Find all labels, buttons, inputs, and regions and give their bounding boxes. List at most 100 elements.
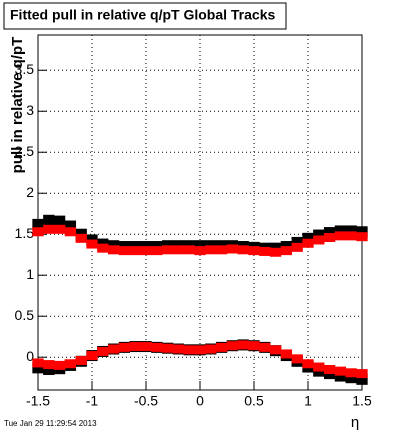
data-point xyxy=(334,231,347,241)
data-point xyxy=(334,366,347,376)
data-point xyxy=(356,373,368,385)
x-tick-label: 0 xyxy=(196,393,204,409)
data-point xyxy=(64,227,77,237)
data-point xyxy=(205,245,217,255)
y-tick-label: 1.5 xyxy=(15,225,35,241)
y-tick-label: 2 xyxy=(26,184,34,200)
chart-title: Fitted pull in relative q/pT Global Trac… xyxy=(10,7,275,23)
data-point xyxy=(248,341,260,351)
data-point xyxy=(323,365,336,375)
data-point xyxy=(75,355,87,365)
data-point xyxy=(215,342,228,352)
data-point xyxy=(302,238,314,248)
y-tick-label: 0.5 xyxy=(15,307,35,323)
data-point xyxy=(323,227,336,239)
x-tick-label: -0.5 xyxy=(134,393,158,409)
data-point xyxy=(107,245,120,255)
data-point xyxy=(53,215,66,227)
data-point xyxy=(161,343,174,353)
data-point xyxy=(43,224,55,234)
y-tick-label: 3.5 xyxy=(15,61,35,77)
y-tick-label: 2.5 xyxy=(15,143,35,159)
data-point xyxy=(259,342,271,352)
data-point xyxy=(269,345,282,355)
data-point xyxy=(280,246,293,256)
data-point xyxy=(194,240,206,252)
data-point xyxy=(172,245,185,255)
data-point xyxy=(323,233,336,243)
data-point xyxy=(161,245,174,255)
data-point xyxy=(129,246,141,256)
data-point xyxy=(280,349,293,359)
data-point xyxy=(345,372,357,384)
data-point xyxy=(172,344,185,354)
data-point xyxy=(259,246,271,256)
data-point xyxy=(75,233,87,243)
data-point xyxy=(334,370,347,382)
data-point xyxy=(237,340,249,350)
data-point xyxy=(345,225,357,237)
x-tick-label: 1.5 xyxy=(352,393,372,409)
title-box xyxy=(3,2,287,30)
x-tick-label: -1 xyxy=(86,393,99,409)
data-point xyxy=(86,239,98,249)
data-point xyxy=(291,354,303,364)
data-point xyxy=(313,362,325,372)
data-point xyxy=(151,342,163,352)
data-point xyxy=(118,342,131,352)
data-point xyxy=(302,359,314,369)
y-tick-label: 1 xyxy=(26,266,34,282)
data-point xyxy=(194,345,206,355)
x-tick-label: 0.5 xyxy=(244,393,264,409)
data-point xyxy=(64,359,77,369)
data-point xyxy=(32,362,44,374)
data-point xyxy=(345,368,357,378)
y-axis-label: pull in relative q/pT xyxy=(9,37,26,174)
data-point xyxy=(32,358,44,368)
plot-frame xyxy=(37,34,363,391)
data-point xyxy=(356,226,368,238)
data-point xyxy=(226,244,239,254)
data-point xyxy=(43,214,55,226)
data-point xyxy=(43,360,55,370)
data-point xyxy=(345,231,357,241)
data-point xyxy=(237,245,249,255)
data-point xyxy=(248,246,260,256)
data-point xyxy=(291,242,303,252)
data-point xyxy=(356,369,368,379)
y-tick-label: 0 xyxy=(26,348,34,364)
data-point xyxy=(194,246,206,256)
data-point xyxy=(356,232,368,242)
data-point xyxy=(183,345,195,355)
data-point xyxy=(107,344,120,354)
data-point xyxy=(53,224,66,234)
data-point xyxy=(64,220,77,232)
x-axis-label: η xyxy=(351,414,359,431)
data-point xyxy=(32,218,44,230)
data-point xyxy=(118,246,131,256)
data-point xyxy=(313,229,325,241)
data-point xyxy=(334,225,347,237)
data-point xyxy=(205,344,217,354)
data-point xyxy=(302,232,314,244)
data-point xyxy=(32,227,44,237)
data-point xyxy=(291,236,303,248)
data-point xyxy=(140,246,152,256)
x-tick-label: 1 xyxy=(304,393,312,409)
data-point xyxy=(151,246,163,256)
x-tick-label: -1.5 xyxy=(26,393,50,409)
data-point xyxy=(226,341,239,351)
data-point xyxy=(129,342,141,352)
data-point xyxy=(97,243,109,253)
data-point xyxy=(313,235,325,245)
data-point xyxy=(140,342,152,352)
data-point xyxy=(86,351,98,361)
data-point xyxy=(53,360,66,370)
data-point xyxy=(183,245,195,255)
data-point xyxy=(43,364,55,376)
footer-date: Tue Jan 29 11:29:54 2013 xyxy=(4,419,97,428)
data-point xyxy=(97,346,109,356)
y-tick-label: 3 xyxy=(26,102,34,118)
data-point xyxy=(269,247,282,257)
